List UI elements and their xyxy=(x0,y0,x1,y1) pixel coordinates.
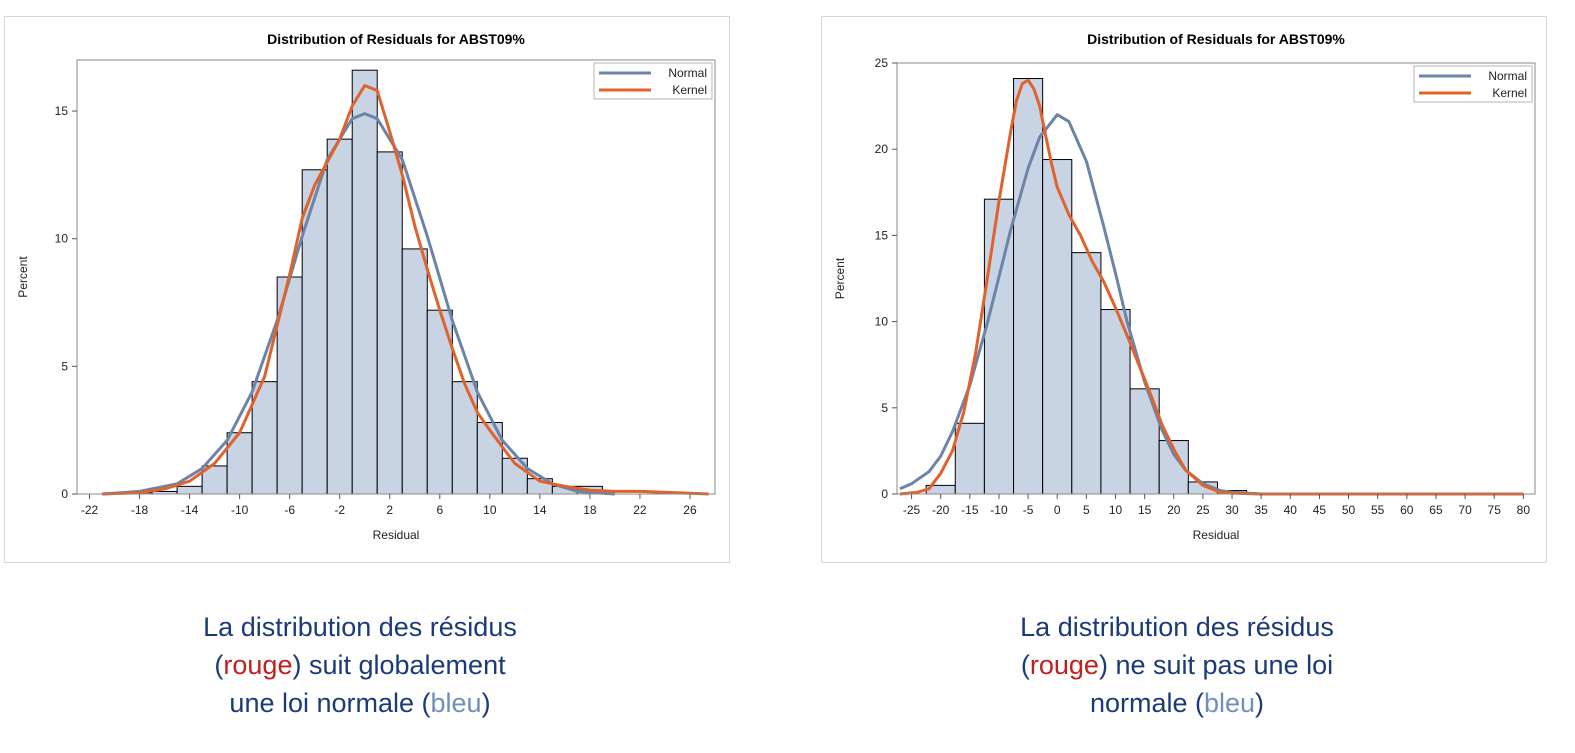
plot-frame xyxy=(896,62,1536,495)
histogram-bar xyxy=(1100,309,1131,495)
y-tick-label: 15 xyxy=(875,228,889,242)
y-tick-label: 0 xyxy=(881,487,888,501)
x-tick-label: 14 xyxy=(533,503,547,517)
x-tick-label: 75 xyxy=(1488,503,1502,517)
caption-left-line-3: une loi normale (bleu) xyxy=(80,684,640,722)
x-tick-label: 10 xyxy=(483,503,497,517)
x-tick-label: 45 xyxy=(1313,503,1327,517)
x-axis-label: Residual xyxy=(1193,528,1240,542)
paren-close: ) xyxy=(1255,688,1265,718)
rouge-word: rouge xyxy=(223,650,293,680)
histogram-bar xyxy=(451,381,478,495)
legend-box xyxy=(1413,65,1533,103)
bleu-word: bleu xyxy=(1204,688,1256,718)
x-tick-label: -25 xyxy=(903,503,921,517)
x-tick-label: 50 xyxy=(1342,503,1356,517)
y-tick-label: 0 xyxy=(61,487,68,501)
caption-left-line-2: (rouge) suit globalement xyxy=(80,646,640,684)
plot-frame xyxy=(76,59,716,495)
normal-curve xyxy=(101,112,615,496)
x-tick-label: -6 xyxy=(284,503,295,517)
x-tick-label: 18 xyxy=(583,503,597,517)
x-tick-label: 26 xyxy=(683,503,697,517)
y-axis-label: Percent xyxy=(833,257,847,299)
x-tick-label: 30 xyxy=(1225,503,1239,517)
x-tick-label: 40 xyxy=(1284,503,1298,517)
chart-panel-right: Distribution of Residuals for ABST09% -25… xyxy=(821,16,1547,563)
caption-right-line-2-rest: ) ne suit pas une loi xyxy=(1098,650,1334,680)
x-tick-label: 20 xyxy=(1167,503,1181,517)
x-tick-label: -5 xyxy=(1023,503,1034,517)
paren-open: ( xyxy=(214,650,224,680)
y-tick-label: 5 xyxy=(61,359,68,373)
paren-open: ( xyxy=(1020,650,1030,680)
y-tick-label: 10 xyxy=(55,232,69,246)
legend-label-normal: Normal xyxy=(1488,69,1527,83)
y-tick-label: 25 xyxy=(875,56,889,70)
x-axis-label: Residual xyxy=(373,528,420,542)
residual-histogram-right: Distribution of Residuals for ABST09% -25… xyxy=(833,31,1536,542)
rouge-word: rouge xyxy=(1029,650,1099,680)
x-tick-label: 2 xyxy=(386,503,393,517)
x-tick-label: -10 xyxy=(990,503,1008,517)
y-tick-label: 15 xyxy=(55,104,69,118)
x-tick-label: 0 xyxy=(1054,503,1061,517)
x-tick-label: -20 xyxy=(932,503,950,517)
x-tick-label: 70 xyxy=(1458,503,1472,517)
x-tick-label: -2 xyxy=(334,503,345,517)
legend-label-kernel: Kernel xyxy=(1492,86,1527,100)
histogram-bar xyxy=(376,151,403,495)
histogram-bar xyxy=(251,381,278,495)
x-tick-label: 25 xyxy=(1196,503,1210,517)
legend-box xyxy=(593,62,713,100)
x-tick-label: -14 xyxy=(181,503,199,517)
histogram-bar xyxy=(1071,252,1102,495)
y-tick-label: 10 xyxy=(875,315,889,329)
x-tick-label: 6 xyxy=(436,503,443,517)
bleu-word: bleu xyxy=(430,688,482,718)
chart-title: Distribution of Residuals for ABST09% xyxy=(1087,31,1345,47)
kernel-curve xyxy=(101,84,709,496)
histogram-bar xyxy=(326,138,353,495)
y-tick-label: 5 xyxy=(881,401,888,415)
x-tick-label: -22 xyxy=(81,503,99,517)
caption-left-line-2-rest: ) suit globalement xyxy=(292,650,506,680)
caption-left: La distribution des résidus (rouge) suit… xyxy=(80,608,640,722)
x-tick-label: 55 xyxy=(1371,503,1385,517)
chart-title: Distribution of Residuals for ABST09% xyxy=(267,31,525,47)
x-tick-label: 60 xyxy=(1400,503,1414,517)
x-tick-label: 15 xyxy=(1138,503,1152,517)
chart-panel-left: Distribution of Residuals for ABST09% -22… xyxy=(4,16,730,563)
y-tick-label: 20 xyxy=(875,142,889,156)
caption-right: La distribution des résidus (rouge) ne s… xyxy=(897,608,1457,722)
x-tick-label: 65 xyxy=(1429,503,1443,517)
x-tick-label: -15 xyxy=(961,503,979,517)
x-tick-label: -10 xyxy=(231,503,249,517)
x-tick-label: 80 xyxy=(1517,503,1531,517)
histogram-bar xyxy=(301,169,328,495)
paren-close: ) xyxy=(481,688,491,718)
caption-right-line-1: La distribution des résidus xyxy=(1020,612,1334,642)
caption-right-line-3-start: normale ( xyxy=(1089,688,1204,718)
y-axis-label: Percent xyxy=(16,256,30,298)
residual-histogram-left: Distribution of Residuals for ABST09%-22… xyxy=(16,31,716,542)
histogram-bar xyxy=(176,485,203,495)
caption-right-line-3: normale (bleu) xyxy=(897,684,1457,722)
caption-left-line-3-start: une loi normale ( xyxy=(229,688,431,718)
histogram-bar xyxy=(983,198,1015,495)
histogram-bar xyxy=(401,248,428,495)
x-tick-label: 22 xyxy=(633,503,647,517)
histogram-bar xyxy=(351,69,378,495)
x-tick-label: 5 xyxy=(1083,503,1090,517)
x-tick-label: 35 xyxy=(1254,503,1268,517)
x-tick-label: 10 xyxy=(1109,503,1123,517)
legend-label-normal: Normal xyxy=(668,66,707,80)
histogram-bar xyxy=(954,422,985,495)
legend-label-kernel: Kernel xyxy=(672,83,707,97)
caption-right-line-2: (rouge) ne suit pas une loi xyxy=(897,646,1457,684)
x-tick-label: -18 xyxy=(131,503,149,517)
caption-left-line-1: La distribution des résidus xyxy=(203,612,517,642)
kernel-curve xyxy=(899,78,1524,496)
